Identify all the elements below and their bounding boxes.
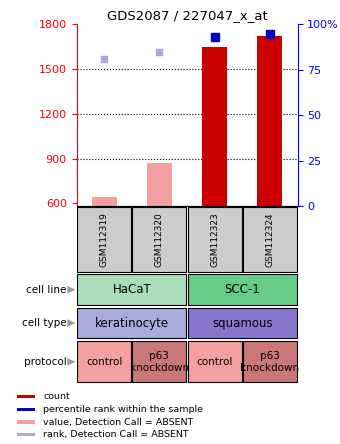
Bar: [147, 163, 172, 206]
Polygon shape: [67, 319, 75, 327]
Bar: [188, 308, 297, 338]
Bar: [92, 197, 117, 206]
Text: p63
knockdown: p63 knockdown: [240, 351, 300, 373]
Text: p63
knockdown: p63 knockdown: [130, 351, 189, 373]
Polygon shape: [67, 286, 75, 293]
Bar: [243, 207, 297, 273]
Text: value, Detection Call = ABSENT: value, Detection Call = ABSENT: [43, 417, 193, 427]
Bar: [188, 341, 242, 382]
Text: control: control: [86, 357, 122, 367]
Text: GSM112319: GSM112319: [100, 212, 108, 267]
Text: GSM112320: GSM112320: [155, 212, 164, 267]
Text: cell line: cell line: [26, 285, 66, 295]
Bar: [77, 207, 131, 273]
Text: percentile rank within the sample: percentile rank within the sample: [43, 405, 203, 414]
Bar: [17, 408, 35, 411]
Bar: [17, 395, 35, 398]
Point: [212, 34, 217, 41]
Text: control: control: [197, 357, 233, 367]
Bar: [202, 47, 227, 206]
Point: [267, 30, 273, 37]
Bar: [77, 274, 186, 305]
Text: keratinocyte: keratinocyte: [95, 317, 169, 329]
Bar: [132, 341, 186, 382]
Text: GSM112324: GSM112324: [266, 212, 274, 267]
Bar: [188, 207, 242, 273]
Text: rank, Detection Call = ABSENT: rank, Detection Call = ABSENT: [43, 430, 189, 439]
Bar: [243, 341, 297, 382]
Text: cell type: cell type: [22, 318, 66, 328]
Bar: [188, 274, 297, 305]
Bar: [17, 433, 35, 436]
Text: GSM112323: GSM112323: [210, 212, 219, 267]
Bar: [77, 308, 186, 338]
Point: [157, 48, 162, 55]
Title: GDS2087 / 227047_x_at: GDS2087 / 227047_x_at: [107, 9, 267, 22]
Bar: [257, 36, 282, 206]
Text: squamous: squamous: [212, 317, 273, 329]
Text: HaCaT: HaCaT: [113, 283, 151, 296]
Bar: [77, 341, 131, 382]
Bar: [132, 207, 186, 273]
Text: count: count: [43, 392, 70, 401]
Bar: [17, 420, 35, 424]
Text: SCC-1: SCC-1: [224, 283, 260, 296]
Polygon shape: [67, 358, 75, 365]
Text: protocol: protocol: [23, 357, 66, 367]
Point: [101, 56, 107, 63]
